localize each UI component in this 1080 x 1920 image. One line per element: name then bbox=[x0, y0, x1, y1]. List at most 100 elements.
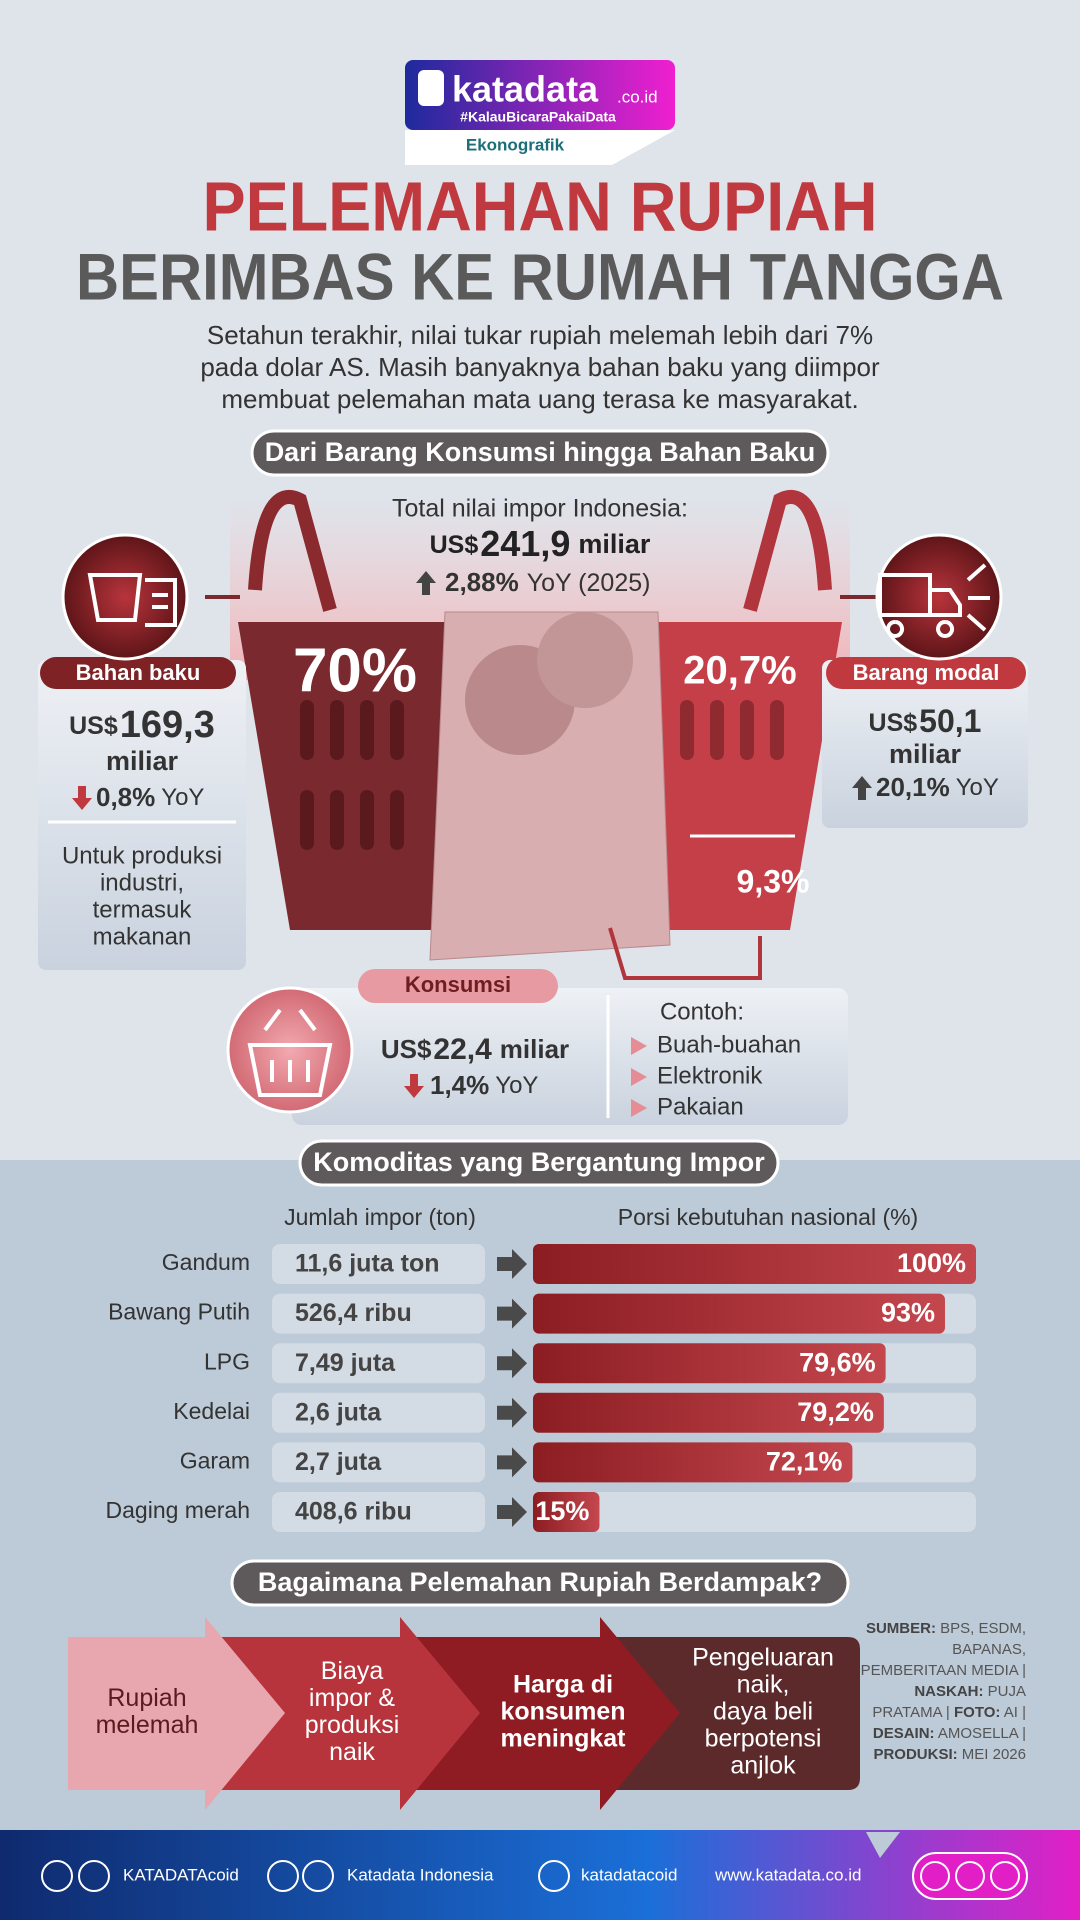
group-value-part: US$ bbox=[869, 709, 918, 737]
group-value: US$50,1 bbox=[869, 703, 982, 739]
amount-box bbox=[272, 1293, 485, 1334]
total-value-part: US$ bbox=[430, 531, 479, 559]
intro-line: Setahun terakhir, nilai tukar rupiah mel… bbox=[207, 320, 873, 350]
amount: 2,6 juta bbox=[295, 1398, 382, 1426]
bar-label: 79,2% bbox=[797, 1397, 874, 1427]
card bbox=[292, 988, 848, 1125]
footer-notch bbox=[866, 1832, 900, 1858]
total-change-part: YoY (2025) bbox=[527, 569, 651, 597]
group-name: Bahan baku bbox=[76, 660, 201, 685]
section-pill bbox=[230, 1559, 850, 1607]
intro-line: membuat pelemahan mata uang terasa ke ma… bbox=[221, 384, 858, 414]
logo-label: Ekonografik bbox=[466, 135, 565, 154]
label-pill bbox=[358, 969, 558, 1003]
section-pill bbox=[298, 1139, 780, 1187]
group-name: Konsumsi bbox=[405, 972, 511, 997]
bar bbox=[533, 1442, 853, 1483]
basket-handle bbox=[248, 489, 337, 612]
credit-text: BPS, ESDM, BAPANAS, PEMBERITAAN MEDIA | bbox=[860, 1620, 1026, 1679]
logo-domain: .co.id bbox=[617, 87, 658, 106]
group-share: 20,7% bbox=[683, 649, 796, 693]
arrow-up bbox=[416, 571, 436, 595]
section-pill bbox=[250, 429, 830, 477]
bar-label: 79,6% bbox=[799, 1347, 876, 1377]
amount-box bbox=[272, 1392, 485, 1433]
step-text: meningkat bbox=[500, 1725, 626, 1753]
total-change-part: 2,88% bbox=[445, 567, 519, 597]
group-value: US$169,3 bbox=[69, 704, 215, 746]
row-label: Bawang Putih bbox=[108, 1299, 250, 1325]
group-value-part: 22,4 bbox=[433, 1033, 492, 1066]
amount: 408,6 ribu bbox=[295, 1498, 412, 1526]
row-arrow bbox=[497, 1249, 527, 1279]
credit-label: FOTO: bbox=[954, 1704, 1001, 1721]
basket-handle bbox=[743, 489, 832, 612]
title: PELEMAHAN RUPIAH bbox=[203, 167, 878, 245]
credit-label: NASKAH: bbox=[914, 1683, 984, 1700]
bar-label: 72,1% bbox=[766, 1447, 843, 1477]
bullet bbox=[631, 1037, 647, 1055]
bullet bbox=[631, 1068, 647, 1086]
group-share: 9,3% bbox=[737, 863, 810, 899]
credit-text: PUJA PRATAMA | bbox=[872, 1683, 1026, 1721]
banknote-portrait bbox=[537, 612, 633, 708]
footer-text: Katadata Indonesia bbox=[347, 1865, 494, 1884]
row-arrow bbox=[497, 1497, 527, 1527]
bar bbox=[533, 1492, 600, 1532]
row-label: Garam bbox=[180, 1447, 250, 1473]
example: Pakaian bbox=[657, 1093, 744, 1120]
group-note: termasuk bbox=[93, 896, 193, 923]
bar bbox=[533, 1244, 976, 1284]
section-heading: Dari Barang Konsumsi hingga Bahan Baku bbox=[265, 437, 816, 467]
column-header: Jumlah impor (ton) bbox=[284, 1204, 476, 1230]
step-text: Harga di bbox=[513, 1671, 613, 1699]
total-value-part: 241,9 bbox=[480, 523, 570, 564]
label-pill bbox=[826, 657, 1026, 689]
logo-brand: katadata bbox=[452, 69, 599, 110]
footer-icons bbox=[41, 1852, 1028, 1900]
flow-step bbox=[400, 1617, 680, 1810]
total-label: Total nilai impor Indonesia: bbox=[392, 495, 688, 523]
amount-box bbox=[272, 1244, 485, 1284]
step-text: Rupiah bbox=[107, 1684, 186, 1712]
card bbox=[822, 660, 1028, 828]
icon-glyph bbox=[87, 573, 177, 627]
step-text: naik bbox=[329, 1738, 375, 1766]
arrow-down bbox=[404, 1074, 424, 1098]
group-change-part: 20,1% bbox=[876, 772, 950, 802]
group-share: 70% bbox=[293, 636, 417, 705]
row-label: Gandum bbox=[162, 1249, 250, 1275]
bar-label: 15% bbox=[535, 1496, 589, 1526]
section-heading: Komoditas yang Bergantung Impor bbox=[313, 1147, 765, 1177]
step-text: naik, bbox=[737, 1671, 790, 1699]
step-text: melemah bbox=[96, 1711, 199, 1739]
arrow-up bbox=[852, 776, 872, 800]
group-unit: miliar bbox=[106, 746, 179, 776]
arrow-down bbox=[72, 786, 92, 810]
icon-glyph bbox=[247, 1008, 333, 1097]
group-value: US$22,4 miliar bbox=[381, 1033, 569, 1066]
step-text: produksi bbox=[305, 1711, 400, 1739]
icon-capital-goods bbox=[875, 533, 1003, 661]
group-unit: miliar bbox=[889, 739, 962, 769]
group-change: 20,1% YoY bbox=[876, 772, 999, 802]
group-change-part: 0,8% bbox=[96, 782, 155, 812]
logo-box bbox=[405, 60, 675, 130]
step-text: Biaya bbox=[321, 1657, 384, 1685]
icon-raw-material bbox=[61, 533, 189, 661]
row-label: Kedelai bbox=[173, 1398, 250, 1424]
amount: 2,7 juta bbox=[295, 1448, 382, 1476]
row-arrow bbox=[497, 1397, 527, 1428]
total-change: 2,88% YoY (2025) bbox=[445, 567, 650, 597]
group-name: Barang modal bbox=[853, 660, 1000, 685]
credits: SUMBER: BPS, ESDM, BAPANAS, PEMBERITAAN … bbox=[858, 1618, 1026, 1765]
flow-step bbox=[205, 1617, 480, 1810]
footer-text: katadatacoid bbox=[581, 1865, 677, 1884]
bar-track bbox=[533, 1492, 976, 1532]
column-header: Porsi kebutuhan nasional (%) bbox=[618, 1204, 918, 1230]
amount-box bbox=[272, 1343, 485, 1384]
group-change-part: YoY bbox=[161, 784, 204, 811]
